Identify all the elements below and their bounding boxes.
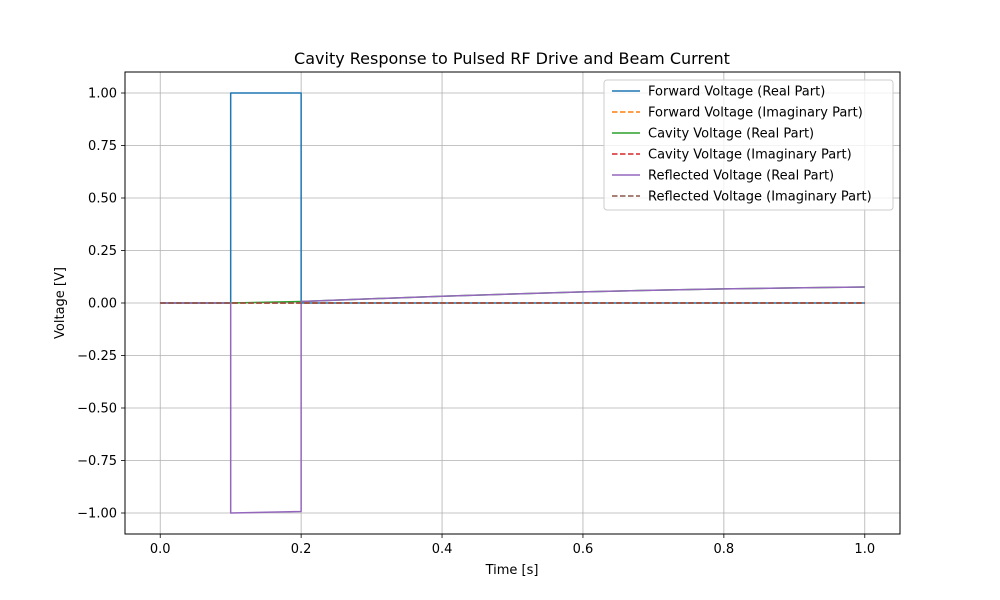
- x-tick-label: 0.8: [714, 542, 735, 557]
- legend-label: Forward Voltage (Imaginary Part): [648, 106, 863, 121]
- y-tick-label: 0.50: [88, 192, 117, 207]
- x-tick-label: 1.0: [854, 542, 875, 557]
- legend-label: Forward Voltage (Real Part): [648, 85, 825, 100]
- legend-label: Reflected Voltage (Imaginary Part): [648, 190, 872, 205]
- y-tick-label: −0.75: [77, 454, 117, 469]
- series-line-5: [160, 286, 865, 514]
- legend-label: Reflected Voltage (Real Part): [648, 169, 834, 184]
- y-tick-label: −0.25: [77, 349, 117, 364]
- series-lines: [160, 92, 865, 514]
- y-tick-label: −1.00: [77, 507, 117, 522]
- x-tick-label: 0.2: [291, 542, 312, 557]
- y-axis-title: Voltage [V]: [53, 267, 68, 339]
- axis-ticks: 0.0 0.2 0.4 0.6 0.8 1.0 1.00 0.75 0.50 0.25 0.00 −0…: [77, 87, 875, 558]
- x-tick-label: 0.0: [150, 542, 171, 557]
- x-axis-title: Time [s]: [485, 563, 539, 578]
- chart-title: Cavity Response to Pulsed RF Drive and B…: [294, 49, 730, 68]
- x-tick-label: 0.6: [573, 542, 594, 557]
- legend-label: Cavity Voltage (Imaginary Part): [648, 148, 852, 163]
- y-tick-label: −0.50: [77, 402, 117, 417]
- y-tick-label: 1.00: [88, 87, 117, 102]
- y-tick-label: 0.00: [88, 297, 117, 312]
- y-tick-label: 0.75: [88, 139, 117, 154]
- y-tick-label: 0.25: [88, 244, 117, 259]
- x-tick-label: 0.4: [432, 542, 453, 557]
- legend: Forward Voltage (Real Part) Forward Volta…: [603, 79, 894, 211]
- legend-box: [603, 79, 894, 211]
- legend-label: Cavity Voltage (Real Part): [648, 127, 814, 142]
